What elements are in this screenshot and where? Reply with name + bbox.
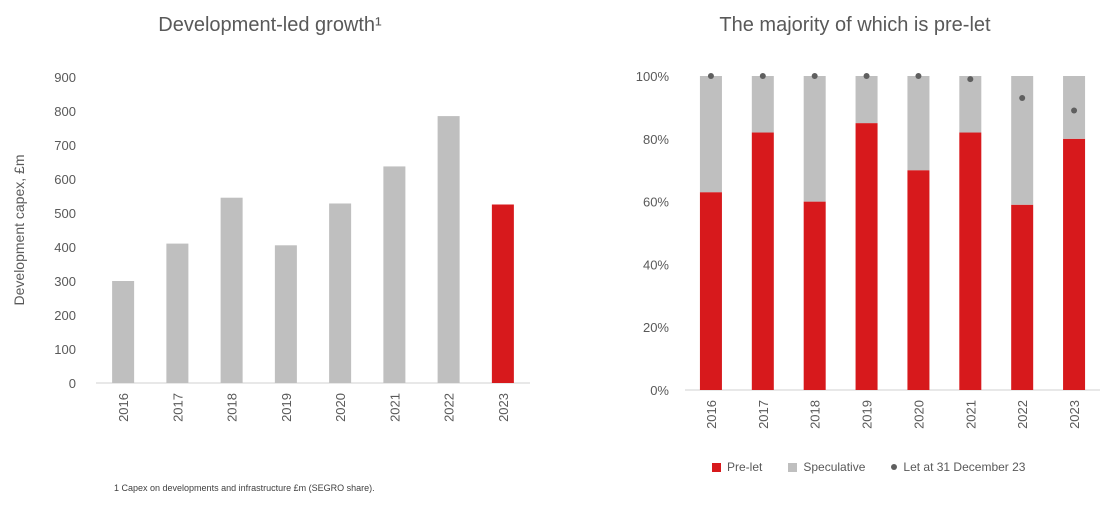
y-axis-title: Development capex, £m — [11, 155, 27, 306]
y-tick-label: 900 — [54, 70, 76, 85]
y-tick-label: 40% — [643, 257, 669, 272]
x-tick-label: 2020 — [911, 400, 926, 429]
legend-item-speculative: Speculative — [788, 460, 865, 474]
legend-swatch-pre-let — [712, 462, 721, 472]
x-tick-label: 2022 — [1015, 400, 1030, 429]
y-tick-label: 500 — [54, 206, 76, 221]
pre-let-share-chart: 0% 20% 40% 60% 80% 100% 2016 2017 2018 2019 2020 20… — [636, 69, 1100, 429]
let-at-31-dec-point-2017 — [759, 73, 766, 79]
y-tick-label: 800 — [54, 104, 76, 119]
x-tick-label: 2021 — [387, 393, 402, 422]
speculative-bar-2020 — [907, 76, 930, 171]
x-tick-label: 2018 — [225, 393, 240, 422]
y-tick-label: 700 — [54, 138, 76, 153]
legend-label-pre-let: Pre-let — [727, 460, 763, 474]
x-tick-label: 2023 — [496, 393, 511, 422]
x-tick-label: 2019 — [279, 393, 294, 422]
x-tick-label: 2016 — [704, 400, 719, 429]
y-tick-label: 20% — [643, 320, 669, 335]
left-chart-title: Development-led growth¹ — [158, 14, 382, 36]
legend-item-pre-let: Pre-let — [712, 460, 762, 474]
let-at-31-dec-point-2020 — [915, 73, 922, 79]
speculative-bar-2019 — [855, 76, 878, 124]
pre-let-bar-2022 — [1011, 204, 1034, 390]
speculative-bar-2023 — [1063, 76, 1086, 139]
y-tick-label: 600 — [54, 172, 76, 187]
x-tick-label: 2017 — [170, 393, 185, 422]
footnote: 1 Capex on developments and infrastructu… — [114, 483, 375, 493]
speculative-bar-2016 — [699, 76, 722, 193]
development-capex-chart: 0 100 200 300 400 500 600 700 800 900 2016 2017 2018… — [11, 70, 530, 422]
speculative-bar-2021 — [959, 76, 982, 133]
speculative-bar-2022 — [1011, 76, 1034, 205]
speculative-bar-2017 — [751, 76, 774, 133]
y-tick-label: 0 — [69, 376, 76, 391]
y-tick-label: 300 — [54, 274, 76, 289]
chart-legend: Pre-let Speculative Let at 31 December 2… — [712, 460, 1025, 474]
y-tick-label: 0% — [650, 383, 669, 398]
x-tick-label: 2020 — [333, 393, 348, 422]
legend-swatch-speculative — [788, 462, 798, 472]
capex-bar-2017 — [166, 243, 189, 383]
capex-bar-2019 — [274, 245, 297, 383]
capex-bar-2020 — [329, 203, 352, 383]
let-at-31-dec-point-2016 — [707, 73, 714, 79]
let-at-31-dec-point-2018 — [811, 73, 818, 79]
legend-label-let-at-31-dec: Let at 31 December 23 — [903, 460, 1026, 474]
legend-marker-let-at-31-dec — [891, 464, 898, 470]
pre-let-bar-2017 — [751, 132, 774, 390]
capex-bar-2022 — [437, 116, 460, 383]
pre-let-bar-2016 — [699, 192, 722, 390]
capex-bar-2016 — [112, 281, 135, 383]
x-tick-label: 2016 — [116, 393, 131, 422]
pre-let-bar-2018 — [803, 201, 826, 390]
y-tick-label: 80% — [643, 132, 669, 147]
capex-bar-2023 — [491, 204, 514, 383]
let-at-31-dec-point-2023 — [1071, 107, 1078, 114]
x-tick-label: 2023 — [1067, 400, 1082, 429]
capex-bar-2021 — [383, 166, 406, 383]
capex-bar-2018 — [220, 197, 243, 383]
pre-let-bar-2019 — [855, 123, 878, 390]
pre-let-bar-2020 — [907, 170, 930, 390]
y-tick-label: 60% — [643, 195, 669, 210]
pre-let-bar-2023 — [1063, 138, 1086, 390]
legend-item-let-at-31-dec: Let at 31 December 23 — [891, 460, 1025, 474]
speculative-bar-2018 — [803, 76, 826, 202]
x-tick-label: 2022 — [442, 393, 457, 422]
x-tick-label: 2019 — [860, 400, 875, 429]
let-at-31-dec-point-2022 — [1019, 94, 1026, 101]
y-tick-label: 100% — [636, 69, 670, 84]
right-chart-title: The majority of which is pre-let — [719, 14, 991, 36]
legend-label-speculative: Speculative — [803, 460, 866, 474]
x-tick-label: 2017 — [756, 400, 771, 429]
pre-let-bar-2021 — [959, 132, 982, 390]
y-tick-label: 200 — [54, 308, 76, 323]
let-at-31-dec-point-2019 — [863, 73, 870, 79]
x-tick-label: 2021 — [963, 400, 978, 429]
x-tick-label: 2018 — [808, 400, 823, 429]
y-tick-label: 400 — [54, 240, 76, 255]
let-at-31-dec-point-2021 — [967, 76, 974, 83]
y-tick-label: 100 — [54, 342, 76, 357]
